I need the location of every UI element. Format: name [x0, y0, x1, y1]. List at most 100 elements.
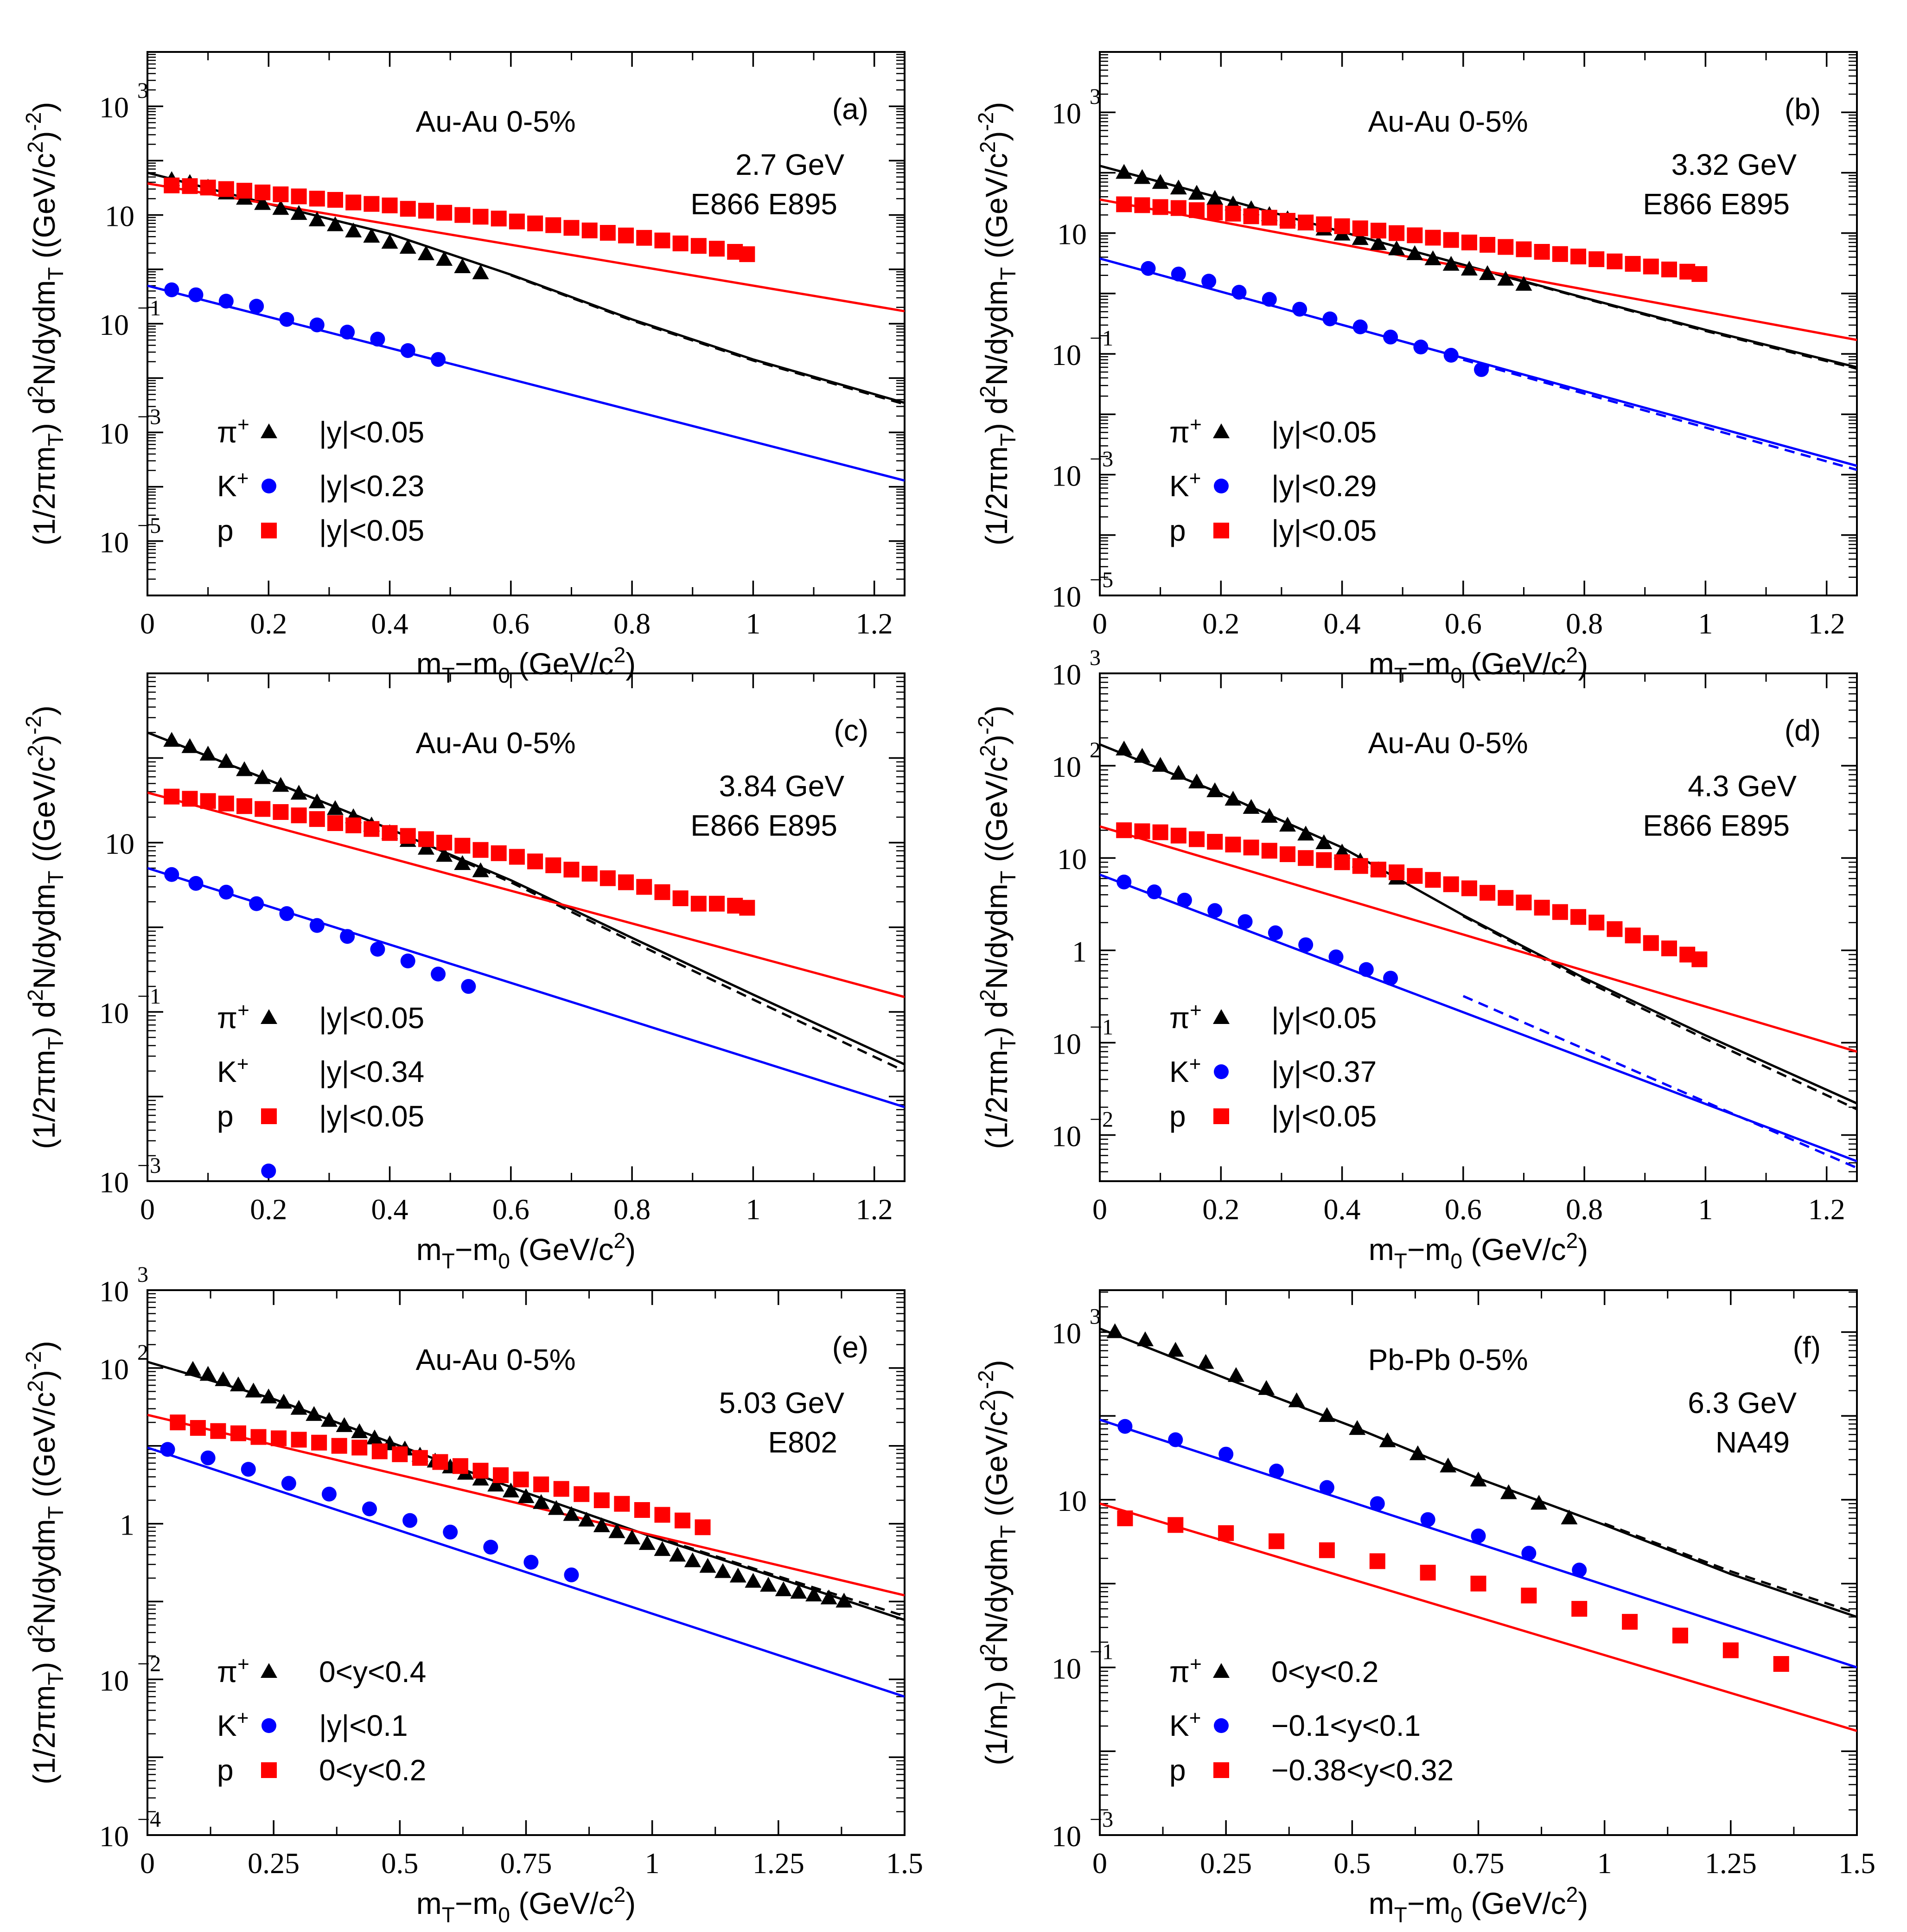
kaon-point: [279, 312, 294, 327]
y-tick-label: 10: [1052, 1120, 1081, 1152]
beam-energy: 3.32 GeV: [1671, 148, 1797, 181]
proton-point: [1225, 837, 1241, 853]
proton-point: [563, 862, 580, 878]
y-tick-exponent: 3: [1090, 1304, 1101, 1329]
fit-line: [1100, 257, 1857, 467]
proton-point: [1425, 872, 1441, 888]
experiment-label: E802: [768, 1426, 837, 1459]
data-markers: [163, 171, 755, 367]
pion-point: [363, 228, 380, 243]
pion-point: [454, 855, 471, 870]
x-tick-label: 1.25: [753, 1847, 804, 1880]
proton-point: [614, 1496, 630, 1512]
kaon-point: [523, 1555, 539, 1570]
pion-point: [1315, 834, 1333, 850]
proton-point: [255, 801, 271, 817]
kaon-point: [1231, 285, 1247, 300]
pion-point: [1261, 808, 1278, 823]
experiment-label: E866 E895: [690, 187, 837, 221]
pion-point: [320, 1412, 338, 1427]
experiment-label: E866 E895: [1643, 809, 1790, 842]
proton-point: [1298, 214, 1314, 230]
x-tick-label: 1: [645, 1847, 660, 1880]
kaon-point: [1237, 914, 1253, 929]
proton-point: [1189, 202, 1205, 218]
kaon-point: [1572, 1562, 1587, 1578]
pion-point: [1424, 250, 1441, 265]
kaon-point: [1269, 1464, 1284, 1479]
x-tick-label: 1.2: [1808, 607, 1845, 640]
proton-point: [1534, 244, 1550, 260]
kaon-point: [1474, 362, 1489, 377]
proton-point: [690, 238, 707, 254]
kaon-point: [1521, 1546, 1537, 1561]
x-tick-label: 0.75: [1453, 1847, 1505, 1880]
proton-point: [1534, 900, 1550, 916]
kaon-point: [1383, 329, 1398, 345]
proton-point: [273, 186, 289, 203]
collision-system: Pb-Pb 0-5%: [1368, 1343, 1528, 1376]
x-tick-label: 0.8: [613, 1193, 651, 1226]
experiment-label: E866 E895: [1643, 187, 1790, 221]
y-tick-exponent: 3: [137, 78, 148, 103]
legend-proton-rapidity: |y|<0.05: [1271, 514, 1377, 547]
x-tick-label: 1.25: [1705, 1847, 1757, 1880]
y-tick-exponent: −1: [1090, 326, 1113, 351]
legend-kaon-label: K+: [217, 1053, 249, 1088]
kaon-point: [370, 332, 385, 347]
proton-point: [236, 183, 253, 199]
proton-point: [1625, 928, 1641, 944]
pion-point: [1470, 1471, 1487, 1487]
x-tick-label: 0.8: [1566, 1193, 1603, 1226]
proton-point: [1643, 935, 1659, 951]
legend-pion-label: π+: [217, 413, 249, 449]
legend-pion-label: π+: [217, 999, 249, 1035]
kaon-point: [160, 1442, 175, 1457]
pion-point: [436, 251, 453, 266]
proton-point: [1516, 895, 1532, 911]
proton-point: [1269, 1533, 1285, 1549]
proton-point: [509, 849, 525, 865]
proton-point: [1461, 234, 1477, 250]
pion-point: [1170, 179, 1187, 195]
x-tick-label: 0.2: [250, 607, 287, 640]
fit-line-dashed: [450, 855, 905, 1072]
x-tick-label: 1.5: [886, 1847, 923, 1880]
pion-point: [563, 1506, 580, 1521]
legend-proton-label: p: [217, 1100, 234, 1133]
y-axis-title: (1/2πmT) d2N/dydmT ((GeV/c2)-2): [974, 102, 1020, 546]
experiment-label: E866 E895: [690, 809, 837, 842]
kaon-point: [483, 1540, 498, 1555]
y-tick-label: 10: [99, 1275, 129, 1308]
legend-kaon-rapidity: |y|<0.29: [1271, 469, 1377, 503]
y-tick-exponent: 2: [1090, 738, 1101, 762]
pion-point: [417, 839, 434, 855]
legend-kaon-rapidity: −0.1<y<0.1: [1271, 1709, 1421, 1742]
fit-curves: [147, 171, 905, 482]
legend-pion-marker: [261, 1663, 277, 1678]
proton-point: [273, 804, 289, 820]
pion-point: [1370, 235, 1387, 250]
collision-system: Au-Au 0-5%: [1368, 726, 1528, 760]
proton-point: [1407, 227, 1423, 243]
pion-point: [1227, 1367, 1244, 1382]
proton-point: [491, 211, 507, 227]
x-tick-label: 0: [140, 1847, 155, 1880]
legend: π+ 0<y<0.2 K+ −0.1<y<0.1 p −0.38<y<0.32: [1169, 1653, 1454, 1787]
chart-panel-c: 0 0.2 0.4 0.6 0.8 1 1.2 10 10 −1 10 −3 (c) Au-Au 0-5%…: [21, 672, 906, 1273]
pion-point: [326, 800, 344, 815]
pion-point: [199, 745, 217, 761]
proton-point: [418, 831, 434, 847]
pion-point: [272, 777, 289, 792]
proton-point: [672, 890, 689, 907]
pion-point: [336, 1417, 353, 1432]
fit-curves: [147, 731, 905, 1108]
proton-point: [533, 1476, 549, 1492]
pion-point: [1352, 230, 1369, 245]
proton-point: [1334, 854, 1350, 870]
pion-point: [230, 1376, 247, 1392]
proton-point: [1152, 824, 1168, 840]
pion-point: [306, 1406, 323, 1421]
legend-kaon-marker: [1214, 1064, 1229, 1079]
pion-point: [326, 216, 344, 231]
